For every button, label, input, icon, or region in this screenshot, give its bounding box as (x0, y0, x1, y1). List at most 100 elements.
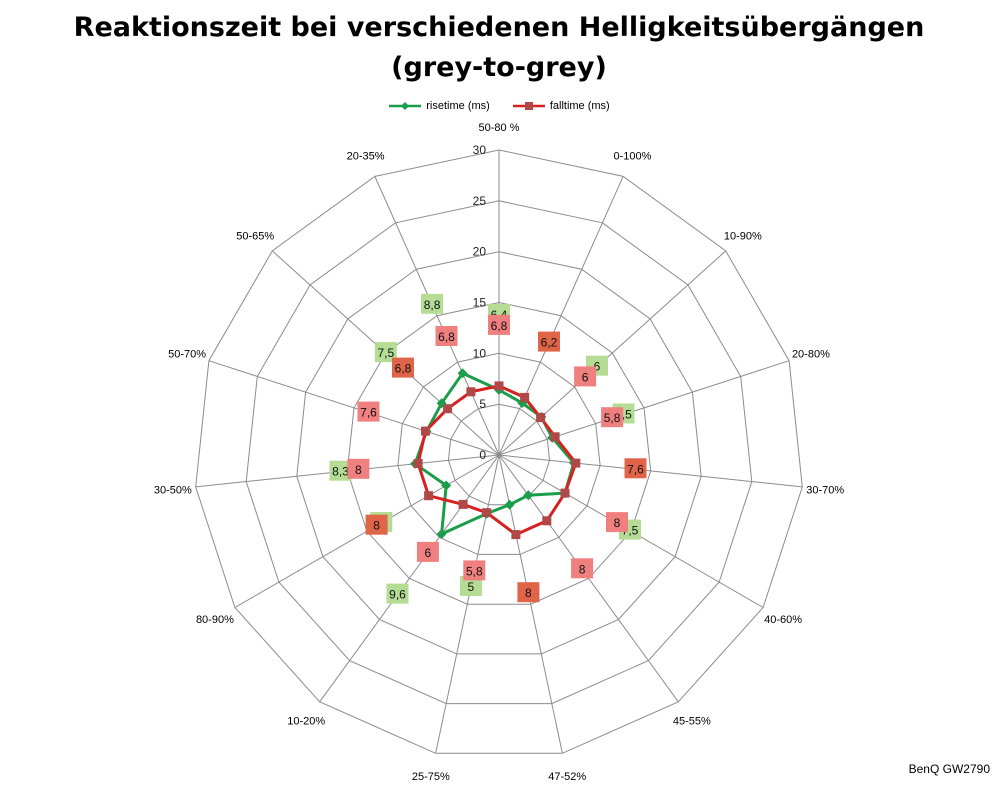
category-label: 47-52% (548, 771, 586, 783)
chart-subtitle: (grey-to-grey) (391, 52, 607, 83)
falltime-data-label-box (435, 326, 458, 346)
radial-tick-label: 5 (479, 397, 486, 411)
risetime-data-label: 8,3 (332, 465, 349, 479)
radial-tick-label: 30 (473, 143, 487, 157)
legend-label-risetime: risetime (ms) (426, 100, 490, 112)
falltime-data-label-box (606, 512, 628, 533)
grid-ring (346, 301, 652, 605)
legend-item-risetime: risetime (ms) (388, 100, 490, 112)
falltime-series-point (421, 426, 430, 436)
falltime-data-label-box (517, 582, 540, 603)
risetime-data-label-box (459, 576, 482, 596)
radial-tick-label: 25 (473, 194, 487, 208)
legend-label-falltime: falltime (ms) (549, 100, 610, 112)
falltime-data-label-box (392, 357, 414, 378)
risetime-data-label: 8,8 (424, 298, 441, 312)
falltime-series-point (536, 413, 546, 423)
falltime-data-label-box (463, 560, 486, 581)
falltime-series-point (482, 508, 492, 518)
falltime-data-label: 7,6 (360, 406, 377, 420)
risetime-data-label-box (374, 342, 397, 363)
falltime-data-label: 6,8 (491, 319, 508, 333)
falltime-data-label: 8 (579, 562, 586, 576)
falltime-data-label-box (538, 331, 560, 352)
legend-marker-falltime (512, 102, 545, 110)
falltime-data-label: 6 (582, 370, 589, 384)
falltime-series-point (511, 530, 521, 540)
falltime-data-label-box (624, 458, 647, 479)
risetime-series-point (436, 529, 447, 539)
falltime-data-label-box (416, 541, 439, 562)
falltime-data-label: 6,2 (541, 336, 558, 350)
category-label: 10-20% (287, 715, 325, 727)
falltime-data-label: 6,8 (438, 330, 455, 344)
falltime-series-point (424, 491, 434, 501)
risetime-series-point (457, 368, 468, 379)
risetime-data-label: 9,6 (389, 588, 406, 602)
risetime-data-label: 6 (594, 360, 601, 374)
falltime-data-label: 6,8 (395, 362, 412, 376)
falltime-data-label: 5,8 (466, 564, 483, 578)
falltime-data-label: 8 (525, 586, 532, 600)
falltime-data-label: 6 (425, 546, 432, 560)
falltime-series-line (416, 384, 578, 537)
category-label: 50-65% (236, 231, 274, 243)
falltime-series-point (443, 404, 453, 414)
falltime-data-label: 8 (614, 516, 621, 530)
risetime-series-point (504, 499, 515, 510)
falltime-series-point (571, 458, 581, 468)
chart-title: Reaktionszeit bei verschiedenen Helligke… (73, 12, 925, 43)
category-label: 10-90% (724, 231, 762, 243)
radial-tick-label: 0 (479, 448, 486, 462)
category-label: 25-75% (412, 771, 450, 783)
category-label: 50-80 % (479, 122, 520, 134)
grid-ring (397, 352, 601, 555)
falltime-data-label: 7,6 (627, 462, 644, 476)
grid-spoke (498, 360, 790, 456)
grid-spoke (498, 454, 803, 488)
grid-spoke (498, 454, 679, 703)
radial-tick-label: 15 (473, 296, 487, 310)
category-label: 20-80% (792, 349, 830, 361)
category-label: 30-50% (154, 484, 192, 496)
falltime-data-label-box (365, 514, 388, 535)
falltime-data-label-box (571, 558, 594, 579)
category-label: 30-70% (806, 484, 844, 496)
risetime-series-point (441, 480, 452, 491)
risetime-data-label-box (421, 293, 444, 314)
chart-legend: risetime (ms) falltime (ms) (0, 100, 998, 112)
category-label: 20-35% (347, 150, 385, 162)
falltime-series-point (520, 392, 530, 402)
falltime-series-point (413, 459, 423, 468)
grid-spoke (374, 176, 500, 456)
grid-ring (195, 149, 803, 754)
falltime-series-point (560, 488, 570, 498)
monitor-model-label: BenQ GW2790 (908, 762, 990, 776)
risetime-data-label-box (386, 583, 409, 604)
legend-marker-risetime (389, 102, 422, 110)
falltime-data-label: 8 (373, 519, 380, 533)
falltime-series-point (494, 381, 504, 391)
radial-tick-label: 10 (473, 346, 487, 360)
grid-ring (296, 251, 702, 655)
risetime-data-label-box (329, 460, 352, 481)
category-label: 50-70% (168, 349, 206, 361)
grid-spoke (319, 454, 500, 703)
falltime-data-label: 8 (355, 463, 362, 477)
falltime-data-label-box (601, 407, 624, 428)
category-label: 0-100% (613, 150, 651, 162)
falltime-data-label-box (574, 366, 597, 387)
risetime-data-label: 7,5 (377, 346, 394, 360)
grid-ring (447, 403, 551, 506)
grid-spoke (208, 360, 500, 456)
legend-item-falltime: falltime (ms) (512, 100, 610, 112)
falltime-series-point (466, 387, 476, 397)
falltime-data-label: 5,8 (604, 411, 621, 425)
risetime-data-label: 5 (468, 580, 475, 594)
grid-ring (245, 200, 753, 705)
category-label: 80-90% (196, 614, 234, 626)
risetime-series-point (523, 490, 534, 501)
falltime-data-label-box (347, 458, 370, 479)
grid-spoke (435, 454, 500, 754)
